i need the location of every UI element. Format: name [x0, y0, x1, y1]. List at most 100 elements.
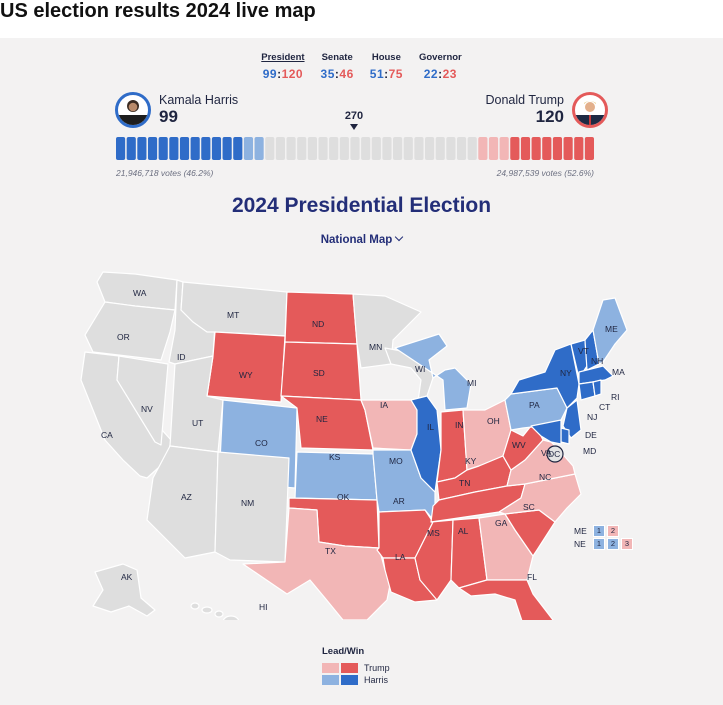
- state-il[interactable]: [410, 395, 442, 493]
- district-box[interactable]: 2: [607, 524, 619, 537]
- caret-down-icon: [350, 124, 358, 130]
- bar-segment-dem-win: [158, 137, 168, 160]
- state-label-tx: TX: [325, 546, 336, 556]
- split-state-name: NE: [574, 538, 586, 549]
- bar-segment-dem-win: [233, 137, 243, 160]
- state-nm[interactable]: [214, 451, 290, 563]
- tab-label: President: [261, 52, 305, 63]
- map-legend: Lead/Win Trump Harris: [322, 646, 390, 686]
- tab-label: Senate: [321, 52, 353, 63]
- state-label-sc: SC: [523, 502, 535, 512]
- candidate-harris[interactable]: Kamala Harris 99: [115, 92, 238, 128]
- legend-row-trump: Trump: [322, 662, 390, 674]
- state-label-pa: PA: [529, 400, 540, 410]
- legend-swatch-lead: [322, 675, 339, 685]
- state-nd[interactable]: [284, 291, 358, 345]
- state-label-nm: NM: [241, 498, 254, 508]
- state-label-ca: CA: [101, 430, 113, 440]
- state-label-mt: MT: [227, 310, 239, 320]
- candidate-trump[interactable]: Donald Trump 120: [485, 92, 608, 128]
- avatar: [572, 92, 608, 128]
- state-labels: WA OR CA NV ID MT WY UT CO AZ NM ND SD N…: [101, 288, 625, 612]
- bar-segment-uncalled: [382, 137, 392, 160]
- state-fl[interactable]: [458, 579, 554, 620]
- bar-segment-uncalled: [297, 137, 307, 160]
- dem-count: 35: [320, 67, 335, 81]
- threshold-marker: 270: [344, 110, 364, 130]
- state-label-nj: NJ: [587, 412, 597, 422]
- rep-count: 120: [281, 67, 304, 81]
- state-hi[interactable]: [190, 602, 240, 620]
- candidate-name: Kamala Harris: [159, 93, 239, 107]
- states: [80, 271, 628, 620]
- person-icon: [575, 101, 605, 125]
- state-label-va: VA: [541, 448, 552, 458]
- state-label-nd: ND: [312, 319, 324, 329]
- bar-segment-uncalled: [339, 137, 349, 160]
- bar-segment-uncalled: [446, 137, 456, 160]
- bar-segment-dem-win: [116, 137, 126, 160]
- state-ny[interactable]: [510, 343, 580, 409]
- legend-swatch-lead: [322, 663, 339, 673]
- bar-segment-rep-win: [531, 137, 541, 160]
- state-wy[interactable]: [206, 331, 286, 403]
- bar-segment-rep-lead: [499, 137, 509, 160]
- state-label-ks: KS: [329, 452, 341, 462]
- state-ak[interactable]: [92, 563, 156, 617]
- state-label-id: ID: [177, 352, 186, 362]
- state-label-wa: WA: [133, 288, 147, 298]
- state-label-mo: MO: [389, 456, 403, 466]
- state-de[interactable]: [560, 427, 570, 445]
- district-box[interactable]: 1: [593, 524, 605, 537]
- state-label-mn: MN: [369, 342, 382, 352]
- tab-score: 51:75: [369, 67, 403, 81]
- tab-governor[interactable]: Governor 22:23: [419, 52, 462, 81]
- bar-segment-dem-win: [211, 137, 222, 160]
- tab-label: House: [371, 52, 401, 63]
- tab-score: 99:120: [262, 67, 304, 81]
- state-label-al: AL: [458, 526, 469, 536]
- state-label-in: IN: [455, 420, 464, 430]
- chevron-down-icon: [395, 232, 404, 242]
- person-icon: [118, 100, 148, 125]
- avatar: [115, 92, 151, 128]
- state-nj[interactable]: [562, 399, 582, 439]
- district-box[interactable]: 3: [621, 537, 633, 550]
- state-label-fl: FL: [527, 572, 537, 582]
- state-ct[interactable]: [578, 381, 596, 401]
- tab-senate[interactable]: Senate 35:46: [321, 52, 354, 81]
- bar-segment-rep-lead: [488, 137, 499, 160]
- state-label-mi: MI: [467, 378, 476, 388]
- bar-segment-dem-win: [169, 137, 179, 160]
- bar-segment-uncalled: [265, 137, 275, 160]
- state-me[interactable]: [592, 297, 628, 365]
- state-label-il: IL: [427, 422, 434, 432]
- dem-count: 99: [262, 67, 278, 81]
- district-box[interactable]: 1: [593, 537, 605, 550]
- rep-count: 23: [442, 67, 457, 81]
- state-label-ri: RI: [611, 392, 620, 402]
- state-dc[interactable]: [546, 445, 564, 463]
- state-ri[interactable]: [592, 379, 602, 397]
- district-box[interactable]: 2: [607, 537, 619, 550]
- split-row-me: ME 1 2: [574, 524, 633, 537]
- state-label-ar: AR: [393, 496, 405, 506]
- state-or[interactable]: [84, 301, 176, 361]
- state-mi[interactable]: [394, 333, 472, 411]
- bar-segment-uncalled: [403, 137, 413, 160]
- bar-segment-uncalled: [329, 137, 339, 160]
- candidate-name: Donald Trump: [485, 93, 564, 107]
- state-nc[interactable]: [498, 473, 582, 523]
- legend-swatch-win: [341, 663, 358, 673]
- results-panel: President 99:120 Senate 35:46 House 51:7…: [0, 38, 723, 705]
- bar-segment-uncalled: [275, 137, 285, 160]
- tab-president[interactable]: President 99:120: [261, 52, 304, 81]
- state-md[interactable]: [530, 419, 562, 445]
- state-ma[interactable]: [578, 365, 614, 385]
- state-label-wi: WI: [415, 364, 425, 374]
- tab-house[interactable]: House 51:75: [370, 52, 403, 81]
- state-label-nc: NC: [539, 472, 551, 482]
- bar-segment-uncalled: [393, 137, 403, 160]
- map-selector[interactable]: National Map: [0, 232, 723, 246]
- state-nv[interactable]: [116, 355, 169, 446]
